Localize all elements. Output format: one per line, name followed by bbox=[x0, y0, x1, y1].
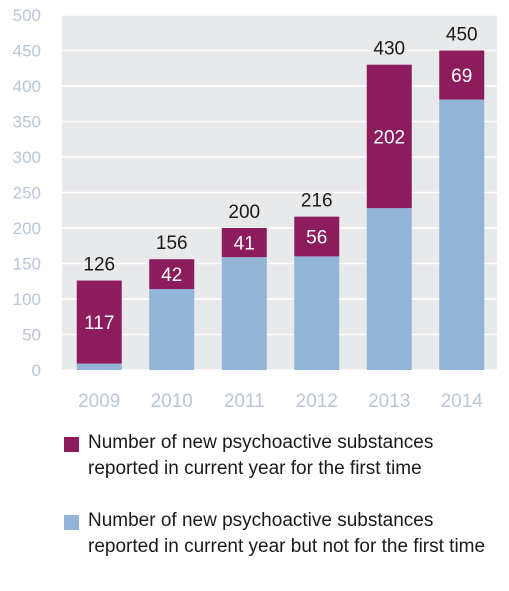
legend-label-not-first-time: Number of new psychoactive substances re… bbox=[88, 510, 486, 557]
legend-entry-first-time: Number of new psychoactive substances re… bbox=[64, 430, 504, 482]
data-label-first-time-2013: 202 bbox=[373, 127, 405, 148]
bar-segment-2009-s0 bbox=[76, 363, 122, 370]
data-label-first-time-2011: 41 bbox=[234, 234, 255, 255]
y-tick-label-500: 500 bbox=[13, 6, 41, 25]
bar-segment-2013-s0 bbox=[366, 208, 412, 370]
legend-swatch-first-time bbox=[64, 437, 79, 452]
x-tick-label-2010: 2010 bbox=[151, 391, 193, 412]
y-tick-label-100: 100 bbox=[13, 290, 41, 309]
bar-segment-2012-s1 bbox=[294, 216, 340, 257]
bar-segment-2010-s0 bbox=[149, 289, 195, 370]
y-tick-label-300: 300 bbox=[13, 148, 41, 167]
x-tick-label-2009: 2009 bbox=[78, 391, 120, 412]
legend-swatch-not-first-time bbox=[64, 515, 79, 530]
bar-segment-2014-s0 bbox=[439, 99, 485, 371]
bar-segment-2011-s0 bbox=[221, 257, 267, 370]
data-label-first-time-2010: 42 bbox=[161, 265, 182, 286]
x-tick-label-2013: 2013 bbox=[368, 391, 410, 412]
x-tick-label-2014: 2014 bbox=[441, 391, 484, 412]
y-tick-label-450: 450 bbox=[13, 42, 41, 61]
bar-segment-2010-s1 bbox=[149, 259, 195, 290]
data-label-first-time-2012: 56 bbox=[306, 228, 327, 249]
y-tick-label-350: 350 bbox=[13, 113, 41, 132]
bar-segment-2013-s1 bbox=[366, 64, 412, 209]
total-label-2010: 156 bbox=[156, 233, 188, 254]
legend-entry-not-first-time: Number of new psychoactive substances re… bbox=[64, 508, 504, 560]
bar-segment-2011-s1 bbox=[221, 228, 267, 258]
total-label-2014: 450 bbox=[446, 25, 478, 46]
y-tick-label-400: 400 bbox=[13, 77, 41, 96]
y-tick-label-50: 50 bbox=[22, 326, 41, 345]
total-label-2012: 216 bbox=[301, 191, 333, 212]
data-label-first-time-2014: 69 bbox=[451, 66, 472, 87]
x-tick-label-2011: 2011 bbox=[224, 391, 265, 412]
data-label-first-time-2009: 117 bbox=[84, 313, 114, 334]
bar-segment-2012-s0 bbox=[294, 256, 340, 370]
total-label-2013: 430 bbox=[373, 39, 405, 60]
y-tick-label-150: 150 bbox=[13, 255, 41, 274]
total-label-2011: 200 bbox=[228, 202, 260, 223]
legend-label-first-time: Number of new psychoactive substances re… bbox=[88, 432, 434, 479]
bar-segment-2014-s1 bbox=[439, 50, 485, 100]
y-tick-label-250: 250 bbox=[13, 184, 41, 203]
x-tick-label-2012: 2012 bbox=[296, 391, 338, 412]
y-tick-label-200: 200 bbox=[13, 219, 41, 238]
total-label-2009: 126 bbox=[83, 255, 115, 276]
stacked-bar-chart: 0 50 100 150 200 250 300 350 400 450 500 117 126 2009… bbox=[13, 6, 497, 412]
bar-segment-2009-s1 bbox=[76, 280, 122, 364]
y-tick-label-0: 0 bbox=[32, 361, 41, 380]
